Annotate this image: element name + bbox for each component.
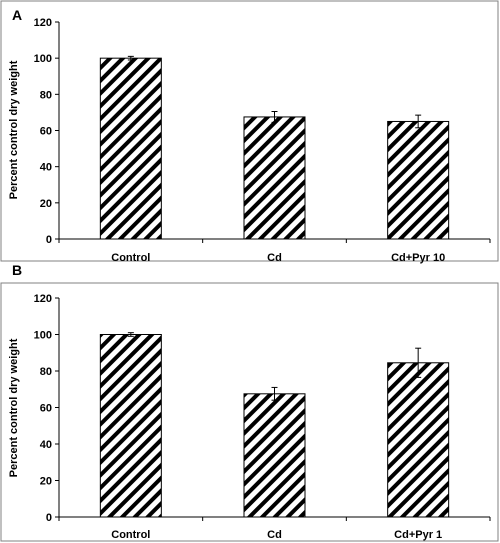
bar bbox=[387, 120, 450, 240]
y-tick-label: 80 bbox=[40, 89, 52, 101]
x-tick-label: Cd+Pyr 1 bbox=[394, 529, 442, 541]
panel-letter: B bbox=[12, 262, 22, 278]
x-tick-label: Control bbox=[111, 529, 150, 541]
x-tick-label: Cd bbox=[267, 252, 282, 264]
y-tick-label: 40 bbox=[40, 439, 52, 451]
x-tick-label: Cd bbox=[267, 529, 282, 541]
bar bbox=[243, 393, 306, 518]
y-axis-label: Percent control dry weight bbox=[8, 60, 20, 199]
panel-letter: A bbox=[12, 7, 22, 23]
bar bbox=[243, 116, 306, 240]
y-tick-label: 20 bbox=[40, 476, 52, 488]
y-axis-label: Percent control dry weight bbox=[8, 338, 20, 477]
y-tick-label: 120 bbox=[34, 293, 52, 305]
x-tick-label: Cd+Pyr 10 bbox=[391, 252, 445, 264]
chart-panel-a: A Percent control dry weight 0 20 40 60 80 100 1… bbox=[0, 0, 499, 264]
y-tick-label: 0 bbox=[46, 512, 52, 524]
panel-frame bbox=[0, 0, 499, 262]
panel-frame bbox=[0, 282, 499, 542]
y-tick-label: 40 bbox=[40, 162, 52, 174]
chart-panel-b: B Percent control dry weight 0 20 40 60 80 100 1… bbox=[0, 262, 499, 542]
y-tick-label: 60 bbox=[40, 126, 52, 138]
y-tick-label: 120 bbox=[34, 17, 52, 29]
y-tick-label: 0 bbox=[46, 234, 52, 246]
y-tick-label: 80 bbox=[40, 366, 52, 378]
bar bbox=[99, 57, 162, 240]
bar bbox=[99, 334, 162, 518]
x-tick-label: Control bbox=[111, 252, 150, 264]
y-tick-label: 100 bbox=[34, 53, 52, 65]
y-tick-label: 100 bbox=[34, 330, 52, 342]
y-tick-label: 60 bbox=[40, 403, 52, 415]
y-tick-label: 20 bbox=[40, 198, 52, 210]
bar bbox=[387, 362, 450, 518]
